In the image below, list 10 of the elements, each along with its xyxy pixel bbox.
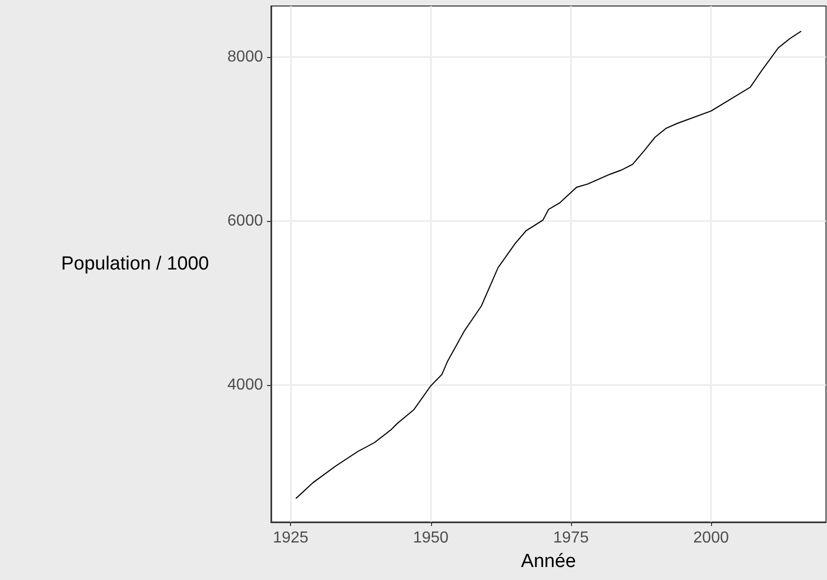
x-tick-label: 1950 xyxy=(412,530,449,546)
y-tick-label: 6000 xyxy=(227,212,264,230)
x-tick-label: 1975 xyxy=(553,530,589,546)
y-tick-label: 8000 xyxy=(227,48,264,66)
line-series xyxy=(296,30,802,499)
x-tick-label: 2000 xyxy=(693,530,729,546)
x-tick-label: 1925 xyxy=(272,530,309,546)
y-tick-label: 4000 xyxy=(227,376,264,394)
x-axis-title: Année xyxy=(521,551,576,572)
y-axis-title: Population / 1000 xyxy=(61,254,209,274)
